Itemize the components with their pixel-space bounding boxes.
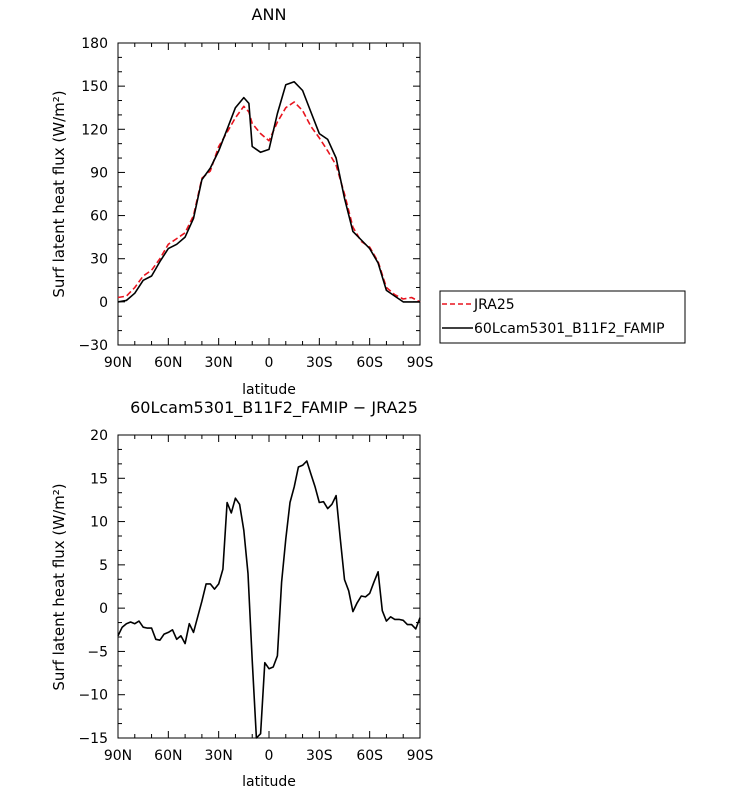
plot-frame bbox=[117, 434, 421, 739]
plot-frame bbox=[117, 42, 421, 346]
y-tick-label: 180 bbox=[81, 36, 108, 52]
x-tick-label: 90S bbox=[407, 355, 434, 371]
x-axis-label: latitude bbox=[242, 382, 296, 398]
x-tick-label: 30N bbox=[205, 748, 233, 764]
x-tick-label: 60S bbox=[356, 748, 383, 764]
y-tick-label: 5 bbox=[99, 558, 108, 574]
y-tick-label: 10 bbox=[90, 515, 108, 531]
y-tick-label: 0 bbox=[99, 601, 108, 617]
x-tick-label: 30S bbox=[306, 748, 333, 764]
panel-difference: 60Lcam5301_B11F2_FAMIP − JRA25 −15 −10 −5 0… bbox=[50, 398, 433, 790]
series-line-jra25 bbox=[117, 101, 421, 303]
panel-annual-flux: ANN −30 0 30 60 90 120 150 180 90N 60N 30N 0 30S 60S… bbox=[50, 5, 686, 398]
y-tick-label: 30 bbox=[90, 252, 108, 268]
chart-title: 60Lcam5301_B11F2_FAMIP − JRA25 bbox=[130, 398, 418, 418]
y-tick-label: 150 bbox=[81, 79, 108, 95]
y-tick-label: 60 bbox=[90, 209, 108, 225]
y-axis-label: Surf latent heat flux (W/m²) bbox=[50, 483, 68, 690]
y-tick-label: −10 bbox=[78, 688, 108, 704]
y-axis: −30 0 30 60 90 120 150 180 bbox=[78, 36, 420, 354]
x-tick-label: 0 bbox=[265, 355, 274, 371]
x-tick-label: 30N bbox=[205, 355, 233, 371]
y-tick-label: −15 bbox=[78, 731, 108, 747]
legend: JRA25 60Lcam5301_B11F2_FAMIP bbox=[439, 290, 686, 344]
y-tick-label: 0 bbox=[99, 295, 108, 311]
y-tick-label: 90 bbox=[90, 165, 108, 181]
y-tick-label: 120 bbox=[81, 122, 108, 138]
x-tick-label: 90N bbox=[104, 748, 132, 764]
y-axis-label: Surf latent heat flux (W/m²) bbox=[50, 90, 68, 297]
x-tick-label: 30S bbox=[306, 355, 333, 371]
x-tick-label: 90S bbox=[407, 748, 434, 764]
x-axis: 90N 60N 30N 0 30S 60S 90S bbox=[104, 43, 434, 371]
legend-entry-famip: 60Lcam5301_B11F2_FAMIP bbox=[474, 321, 665, 337]
x-tick-label: 0 bbox=[265, 748, 274, 764]
legend-box bbox=[439, 290, 686, 344]
x-axis-label: latitude bbox=[242, 774, 296, 790]
x-tick-label: 90N bbox=[104, 355, 132, 371]
y-tick-label: 15 bbox=[90, 471, 108, 487]
legend-entry-jra25: JRA25 bbox=[473, 297, 515, 313]
series-group bbox=[117, 81, 421, 303]
x-tick-label: 60N bbox=[154, 355, 182, 371]
x-tick-label: 60S bbox=[356, 355, 383, 371]
series-group bbox=[117, 460, 421, 739]
y-tick-label: 20 bbox=[90, 428, 108, 444]
y-axis: −15 −10 −5 0 5 10 15 20 bbox=[78, 428, 420, 747]
series-line-60lcam5301-b11f2-famip bbox=[117, 81, 420, 303]
x-tick-label: 60N bbox=[154, 748, 182, 764]
series-line-difference bbox=[117, 460, 421, 739]
chart-title: ANN bbox=[252, 5, 287, 24]
y-tick-label: −30 bbox=[78, 338, 108, 354]
x-axis: 90N 60N 30N 0 30S 60S 90S bbox=[104, 435, 434, 764]
y-tick-label: −5 bbox=[87, 644, 108, 660]
